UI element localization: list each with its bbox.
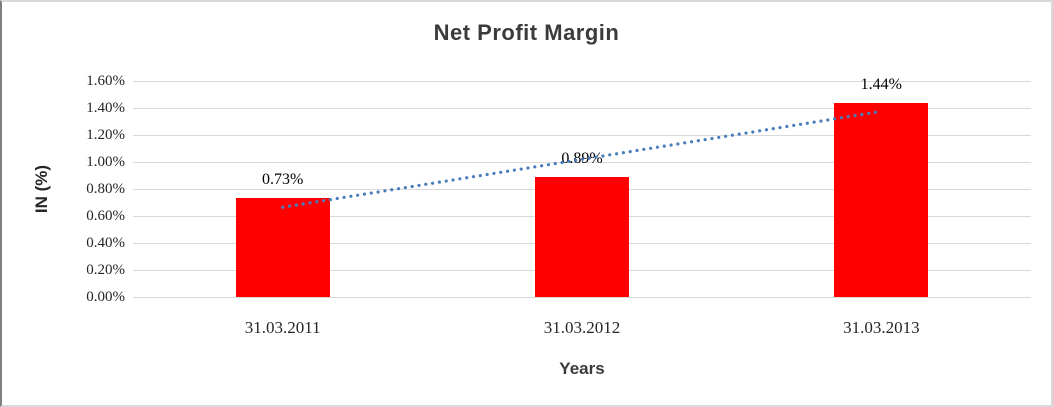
x-tick-label: 31.03.2011 [244,318,321,337]
gridline [133,80,1031,82]
y-tick-label: 0.00% [86,289,125,305]
y-tick-label: 1.20% [86,127,125,143]
gridline [133,296,1031,298]
y-tick-label: 0.20% [86,262,125,278]
y-tick-label: 1.40% [86,100,125,116]
bar [535,176,629,297]
y-tick-label: 0.60% [86,208,125,224]
bar-data-label: 1.44% [860,75,902,93]
y-tick-label: 1.00% [86,154,125,170]
x-tick-label: 31.03.2013 [843,318,920,337]
y-tick-label: 1.60% [86,73,125,89]
x-tick-label: 31.03.2012 [543,318,621,337]
x-axis-title: Years [559,359,605,378]
bar [235,198,330,297]
y-tick-label: 0.80% [86,181,125,197]
gridline [133,107,1031,109]
y-tick-label: 0.40% [86,235,125,251]
bar-data-label: 0.89% [561,149,603,167]
chart-title: Net Profit Margin [433,20,620,45]
bar [834,102,929,297]
bar-data-label: 0.73% [261,171,304,189]
